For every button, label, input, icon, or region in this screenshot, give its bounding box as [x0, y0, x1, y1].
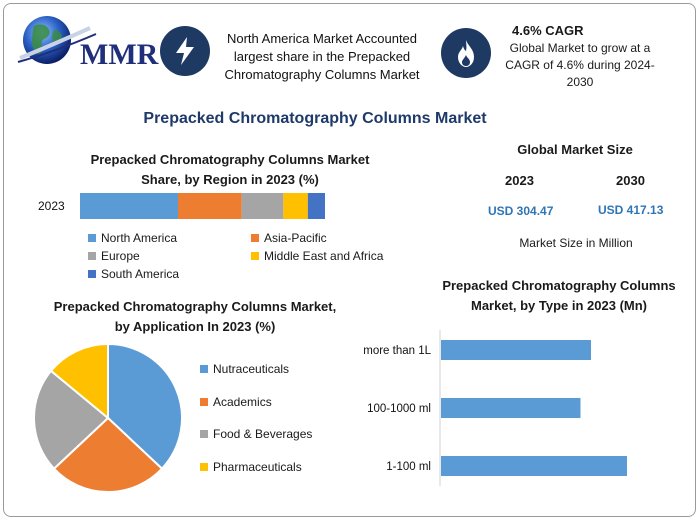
logo-text: MMR — [80, 38, 159, 71]
type-category-label: more than 1L — [363, 345, 431, 357]
region-year-label: 2023 — [38, 199, 65, 213]
region-bar-north-america — [80, 193, 178, 219]
application-chart-title: Prepacked Chromatography Columns Market,… — [53, 299, 337, 334]
legend-label: Food & Beverages — [213, 427, 313, 441]
type-category-label: 100-1000 ml — [367, 403, 431, 415]
flame-icon — [458, 40, 474, 67]
type-category-label: 1-100 ml — [386, 461, 431, 473]
legend-swatch — [88, 234, 96, 242]
lightning-icon — [176, 37, 194, 65]
region-bar-middle-east-and-africa — [283, 193, 308, 219]
year-2023-label: 2023 — [505, 173, 534, 188]
flame-badge — [441, 28, 491, 78]
cagr-text: Global Market to grow at a CAGR of 4.6% … — [505, 41, 655, 89]
market-size-unit: Market Size in Million — [519, 236, 633, 250]
region-legend-north-america: North America — [88, 231, 177, 245]
region-legend-south-america: South America — [88, 267, 179, 281]
lightning-badge — [160, 26, 210, 76]
legend-label: Europe — [101, 249, 140, 263]
cagr-title: 4.6% CAGR — [512, 23, 584, 38]
year-2030-label: 2030 — [616, 173, 645, 188]
region-bar-europe — [241, 193, 284, 219]
region-legend-middle-east-and-africa: Middle East and Africa — [251, 249, 383, 263]
logo: MMR — [14, 10, 158, 80]
legend-swatch — [200, 462, 208, 471]
region-chart-title: Prepacked Chromatography Columns Market … — [90, 152, 370, 187]
legend-swatch — [251, 234, 259, 242]
pie-slice-food-beverages — [33, 369, 110, 471]
market-size-title: Global Market Size — [517, 142, 633, 157]
legend-label: Nutraceuticals — [213, 362, 290, 376]
pie-slice-pharmaceuticals — [49, 342, 109, 421]
type-bar-100-1000-ml — [441, 398, 581, 418]
type-bar-more-than-1l — [441, 340, 591, 360]
legend-label: Middle East and Africa — [264, 249, 384, 263]
legend-swatch — [88, 270, 96, 278]
pie-slice-academics — [52, 416, 164, 493]
legend-label: Pharmaceuticals — [213, 459, 302, 474]
application-legend-pharmaceuticals: Pharmaceuticals — [200, 460, 302, 474]
region-stacked-bar-chart: 2023 — [38, 193, 325, 219]
legend-label: South America — [101, 267, 180, 281]
application-legend-nutraceuticals: Nutraceuticals — [200, 362, 289, 376]
type-chart-title: Prepacked Chromatography Columns Market,… — [442, 278, 676, 313]
infographic-frame — [3, 3, 696, 517]
header: MMR North America Market Accounted large… — [0, 0, 699, 90]
application-pie-chart — [33, 342, 183, 493]
type-bar-chart: more than 1L 100-1000 ml 1-100 ml — [363, 330, 627, 486]
legend-swatch — [200, 365, 208, 373]
legend-label: Academics — [213, 394, 272, 409]
legend-label: North America — [101, 231, 178, 245]
legend-swatch — [251, 252, 259, 260]
legend-swatch — [200, 397, 208, 406]
application-legend-academics: Academics — [200, 395, 272, 409]
value-2030: USD 417.13 — [598, 203, 664, 217]
main-title: Prepacked Chromatography Columns Market — [143, 110, 487, 127]
region-highlight: North America Market Accounted largest s… — [224, 31, 420, 82]
region-legend-asia-pacific: Asia-Pacific — [251, 231, 327, 245]
region-legend-europe: Europe — [88, 249, 140, 263]
region-bar-south-america — [307, 193, 325, 219]
legend-swatch — [88, 252, 96, 260]
region-bar-asia-pacific — [178, 193, 242, 219]
application-legend-food-beverages: Food & Beverages — [200, 427, 312, 441]
legend-label: Asia-Pacific — [264, 231, 327, 245]
type-bar-1-100-ml — [441, 456, 627, 476]
value-2023: USD 304.47 — [488, 204, 554, 218]
pie-slice-nutraceuticals — [107, 342, 183, 471]
globe-icon — [17, 16, 97, 64]
legend-swatch — [200, 430, 208, 438]
